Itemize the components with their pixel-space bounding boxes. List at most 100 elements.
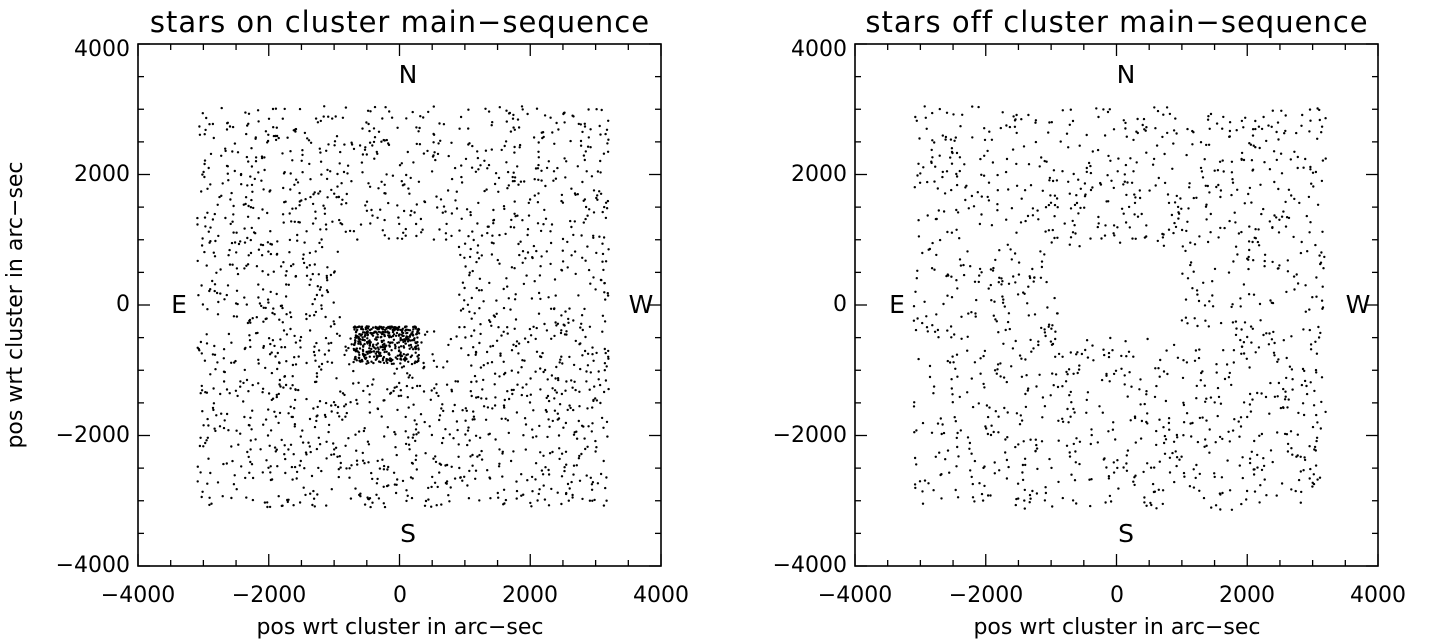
scatter-point (334, 446, 338, 449)
scatter-point (1097, 215, 1100, 219)
scatter-point (1217, 183, 1220, 187)
scatter-point (269, 342, 272, 346)
scatter-point (1241, 476, 1245, 480)
scatter-point (348, 363, 351, 366)
scatter-point (499, 352, 502, 355)
scatter-point (326, 279, 329, 282)
scatter-point (455, 207, 459, 210)
scatter-point (1252, 468, 1255, 471)
scatter-point (233, 142, 237, 145)
scatter-point (284, 295, 288, 298)
scatter-point (377, 348, 380, 351)
scatter-point (366, 333, 369, 336)
scatter-point (589, 146, 592, 149)
scatter-point (441, 211, 444, 214)
scatter-point (270, 243, 274, 246)
scatter-point (1314, 340, 1317, 343)
scatter-point (267, 301, 270, 304)
scatter-point (209, 471, 212, 475)
scatter-point (243, 267, 246, 270)
scatter-point (1283, 432, 1287, 436)
scatter-point (591, 481, 595, 484)
scatter-point (584, 335, 587, 339)
scatter-point (494, 172, 498, 175)
scatter-point (1078, 440, 1082, 443)
scatter-point (304, 451, 308, 454)
scatter-point (1076, 351, 1079, 354)
scatter-point (1084, 193, 1087, 196)
scatter-point (1020, 357, 1023, 360)
scatter-point (483, 159, 486, 162)
scatter-point (962, 263, 965, 267)
scatter-point (230, 191, 233, 195)
scatter-point (930, 160, 933, 163)
scatter-point (931, 156, 934, 159)
scatter-point (1161, 502, 1165, 506)
scatter-point (945, 274, 948, 278)
scatter-point (473, 418, 476, 421)
scatter-point (474, 170, 478, 173)
scatter-point (1254, 146, 1257, 149)
scatter-point (1278, 218, 1281, 221)
scatter-point (1068, 451, 1071, 454)
scatter-point (520, 105, 524, 108)
scatter-point (1156, 239, 1160, 243)
scatter-point (1100, 378, 1104, 382)
scatter-point (584, 259, 587, 262)
scatter-point (371, 501, 374, 504)
scatter-point (1198, 235, 1201, 238)
scatter-point (558, 447, 561, 450)
scatter-point (421, 228, 424, 231)
scatter-point (538, 274, 542, 277)
scatter-point (361, 459, 365, 462)
scatter-point (956, 431, 959, 435)
scatter-point (322, 115, 325, 118)
scatter-point (599, 401, 602, 405)
scatter-point (912, 319, 916, 322)
scatter-point (267, 250, 270, 253)
y-tick-label: −4000 (56, 553, 130, 578)
scatter-point (537, 150, 540, 153)
scatter-point (429, 398, 432, 401)
scatter-point (560, 475, 564, 478)
scatter-point (560, 314, 563, 317)
scatter-point (1041, 396, 1045, 399)
scatter-point (1318, 254, 1321, 257)
scatter-point (915, 463, 918, 466)
scatter-point (925, 127, 928, 130)
scatter-point (1104, 224, 1107, 227)
scatter-point (257, 296, 260, 299)
scatter-point (246, 263, 250, 266)
scatter-point (234, 389, 238, 392)
scatter-point (414, 351, 417, 354)
scatter-point (362, 389, 365, 393)
scatter-point (286, 500, 289, 504)
x-tick-label: −4000 (818, 583, 892, 608)
scatter-point (1167, 421, 1171, 425)
scatter-point (395, 367, 399, 370)
scatter-point (502, 205, 506, 208)
scatter-point (511, 180, 515, 183)
scatter-point (912, 405, 916, 408)
scatter-point (602, 152, 606, 155)
scatter-point (555, 121, 558, 125)
scatter-point (1029, 338, 1032, 342)
scatter-point (381, 117, 384, 120)
scatter-point (1067, 146, 1070, 149)
scatter-point (1061, 420, 1065, 423)
scatter-point (507, 297, 510, 300)
scatter-point (579, 123, 582, 126)
scatter-point (220, 106, 223, 110)
scatter-point (303, 131, 307, 135)
scatter-point (1277, 358, 1280, 361)
scatter-point (510, 349, 514, 352)
scatter-point (1023, 488, 1026, 492)
scatter-point (1316, 203, 1320, 206)
scatter-point (958, 237, 961, 240)
scatter-point (427, 498, 430, 501)
scatter-point (1208, 127, 1211, 130)
scatter-point (370, 350, 373, 354)
scatter-point (1271, 301, 1275, 305)
scatter-point (344, 345, 347, 348)
scatter-point (1192, 196, 1196, 200)
